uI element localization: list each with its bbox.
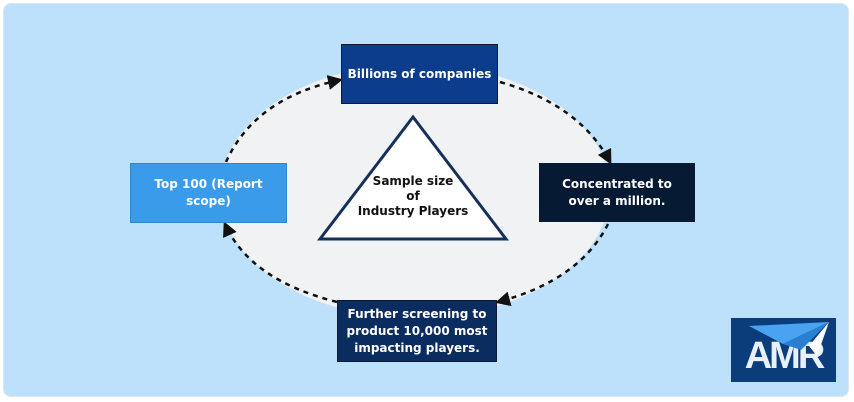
- arrow-top-to-right: [499, 80, 612, 165]
- triangle-line-3: Industry Players: [357, 204, 469, 218]
- node-further-screening: Further screening to product 10,000 most…: [337, 300, 497, 362]
- node-bottom-label: Further screening to product 10,000 most…: [346, 306, 488, 355]
- node-billions-of-companies: Billions of companies: [341, 44, 498, 104]
- triangle-line-1: Sample size: [372, 174, 454, 188]
- node-top-100: Top 100 (Report scope): [130, 163, 287, 223]
- node-right-label: Concentrated to over a million.: [562, 176, 672, 208]
- node-concentrated: Concentrated to over a million.: [539, 163, 695, 222]
- node-top-label: Billions of companies: [347, 66, 492, 81]
- triangle-line-2: of: [406, 189, 420, 203]
- amr-logo: AMR: [731, 318, 836, 382]
- triangle-label: Sample size of Industry Players: [343, 174, 483, 219]
- node-left-label: Top 100 (Report scope): [154, 177, 263, 208]
- paper-plane-icon: [749, 322, 829, 356]
- arrow-right-to-bottom: [495, 223, 610, 307]
- center-triangle: [316, 114, 510, 241]
